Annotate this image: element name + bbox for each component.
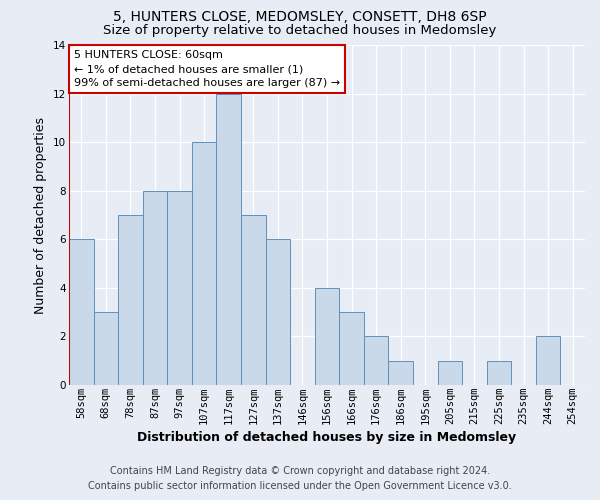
Bar <box>118 215 143 385</box>
Text: 5 HUNTERS CLOSE: 60sqm
← 1% of detached houses are smaller (1)
99% of semi-detac: 5 HUNTERS CLOSE: 60sqm ← 1% of detached … <box>74 50 340 88</box>
X-axis label: Distribution of detached houses by size in Medomsley: Distribution of detached houses by size … <box>137 431 517 444</box>
Text: Size of property relative to detached houses in Medomsley: Size of property relative to detached ho… <box>103 24 497 37</box>
Y-axis label: Number of detached properties: Number of detached properties <box>34 116 47 314</box>
Bar <box>388 360 413 385</box>
Bar <box>69 240 94 385</box>
Bar <box>315 288 339 385</box>
Bar <box>536 336 560 385</box>
Bar <box>192 142 217 385</box>
Text: 5, HUNTERS CLOSE, MEDOMSLEY, CONSETT, DH8 6SP: 5, HUNTERS CLOSE, MEDOMSLEY, CONSETT, DH… <box>113 10 487 24</box>
Bar <box>339 312 364 385</box>
Bar <box>437 360 462 385</box>
Bar <box>241 215 266 385</box>
Bar <box>364 336 388 385</box>
Bar <box>217 94 241 385</box>
Text: Contains HM Land Registry data © Crown copyright and database right 2024.
Contai: Contains HM Land Registry data © Crown c… <box>88 466 512 491</box>
Bar <box>167 190 192 385</box>
Bar <box>94 312 118 385</box>
Bar <box>143 190 167 385</box>
Bar <box>266 240 290 385</box>
Bar <box>487 360 511 385</box>
